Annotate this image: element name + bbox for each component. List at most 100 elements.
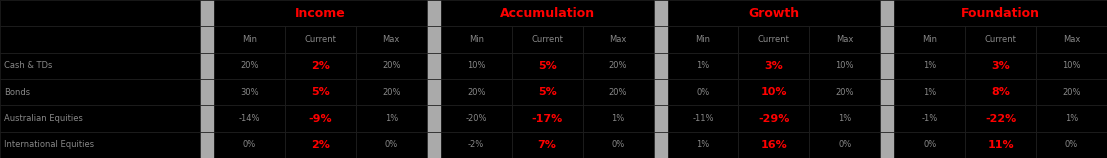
Text: Growth: Growth — [748, 7, 799, 20]
Text: Current: Current — [531, 35, 563, 44]
Bar — [965, 105, 1036, 132]
Bar — [738, 53, 809, 79]
Text: -9%: -9% — [309, 113, 332, 124]
Text: -17%: -17% — [531, 113, 562, 124]
Bar — [511, 132, 582, 158]
Bar — [582, 105, 653, 132]
Bar — [0, 0, 200, 26]
Bar — [738, 105, 809, 132]
Text: Cash & TDs: Cash & TDs — [4, 61, 52, 70]
Text: 0%: 0% — [838, 140, 851, 149]
Text: -11%: -11% — [692, 114, 714, 123]
Text: Current: Current — [758, 35, 789, 44]
Bar — [880, 79, 894, 105]
Bar — [965, 53, 1036, 79]
Text: Accumulation: Accumulation — [499, 7, 594, 20]
Text: 10%: 10% — [1063, 61, 1080, 70]
Bar — [355, 105, 427, 132]
Bar — [0, 132, 200, 158]
Text: -2%: -2% — [468, 140, 485, 149]
Text: 1%: 1% — [923, 61, 937, 70]
Bar — [200, 79, 214, 105]
Bar — [668, 0, 880, 26]
Bar — [880, 0, 894, 26]
Bar — [284, 105, 355, 132]
Text: 20%: 20% — [382, 61, 401, 70]
Text: 3%: 3% — [991, 61, 1010, 71]
Bar — [427, 79, 441, 105]
Bar — [738, 132, 809, 158]
Text: Current: Current — [304, 35, 337, 44]
Bar — [441, 132, 511, 158]
Text: -14%: -14% — [239, 114, 260, 123]
Bar — [355, 132, 427, 158]
Bar — [427, 0, 441, 26]
Bar — [511, 105, 582, 132]
Text: 20%: 20% — [609, 88, 628, 97]
Bar — [582, 26, 653, 53]
Bar — [894, 0, 1107, 26]
Bar — [355, 79, 427, 105]
Bar — [965, 132, 1036, 158]
Text: 5%: 5% — [538, 61, 557, 71]
Text: Max: Max — [836, 35, 853, 44]
Bar — [1036, 105, 1107, 132]
Text: 5%: 5% — [311, 87, 330, 97]
Bar — [894, 132, 965, 158]
Bar — [668, 79, 738, 105]
Text: 20%: 20% — [1063, 88, 1080, 97]
Bar — [809, 132, 880, 158]
Text: 8%: 8% — [991, 87, 1010, 97]
Text: 1%: 1% — [838, 114, 851, 123]
Text: Current: Current — [985, 35, 1016, 44]
Bar — [427, 132, 441, 158]
Text: Min: Min — [695, 35, 711, 44]
Bar — [214, 105, 284, 132]
Bar — [582, 132, 653, 158]
Bar — [284, 79, 355, 105]
Bar — [894, 105, 965, 132]
Bar — [738, 26, 809, 53]
Text: 2%: 2% — [311, 61, 330, 71]
Text: 0%: 0% — [923, 140, 937, 149]
Text: 1%: 1% — [696, 140, 710, 149]
Text: 7%: 7% — [538, 140, 557, 150]
Text: 2%: 2% — [311, 140, 330, 150]
Text: Max: Max — [609, 35, 627, 44]
Text: -22%: -22% — [985, 113, 1016, 124]
Bar — [894, 79, 965, 105]
Text: 16%: 16% — [761, 140, 787, 150]
Bar — [809, 53, 880, 79]
Text: Min: Min — [242, 35, 257, 44]
Bar — [653, 26, 668, 53]
Text: 1%: 1% — [696, 61, 710, 70]
Bar — [965, 79, 1036, 105]
Bar — [214, 0, 427, 26]
Text: Australian Equities: Australian Equities — [4, 114, 83, 123]
Bar — [809, 79, 880, 105]
Bar — [809, 105, 880, 132]
Bar — [441, 26, 511, 53]
Text: 20%: 20% — [240, 61, 259, 70]
Bar — [427, 26, 441, 53]
Bar — [894, 26, 965, 53]
Bar — [965, 26, 1036, 53]
Text: 10%: 10% — [836, 61, 853, 70]
Bar — [200, 0, 214, 26]
Text: 20%: 20% — [382, 88, 401, 97]
Text: 0%: 0% — [242, 140, 256, 149]
Text: 20%: 20% — [609, 61, 628, 70]
Bar — [653, 53, 668, 79]
Bar — [582, 53, 653, 79]
Bar — [653, 0, 668, 26]
Text: 1%: 1% — [923, 88, 937, 97]
Bar — [668, 132, 738, 158]
Text: -20%: -20% — [465, 114, 487, 123]
Bar — [284, 132, 355, 158]
Bar — [427, 105, 441, 132]
Text: Foundation: Foundation — [961, 7, 1041, 20]
Bar — [511, 79, 582, 105]
Bar — [441, 0, 653, 26]
Bar — [653, 132, 668, 158]
Text: 1%: 1% — [611, 114, 624, 123]
